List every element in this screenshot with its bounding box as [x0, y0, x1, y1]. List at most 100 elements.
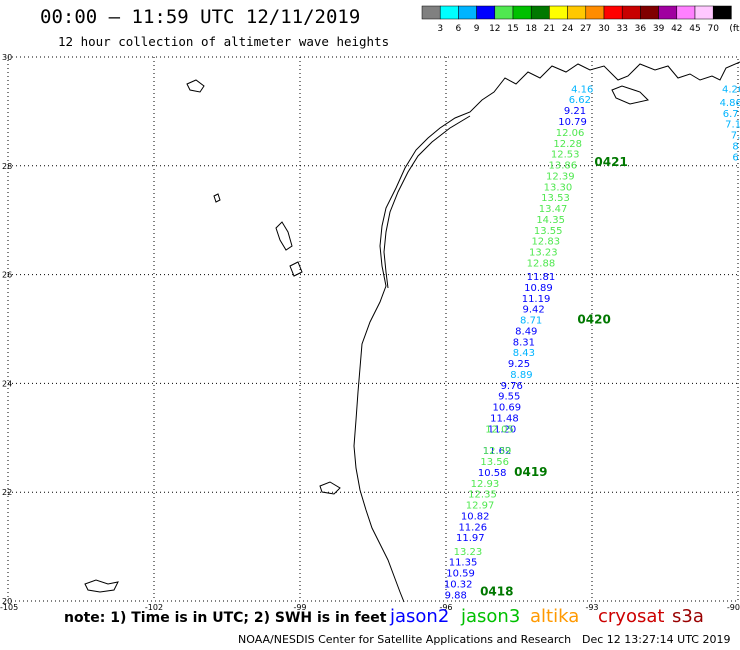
- scale-label: 6: [456, 24, 462, 34]
- swh-value: 8.71: [520, 316, 542, 327]
- legend-jason3: jason3: [461, 606, 521, 627]
- swh-value: 13.23: [529, 248, 558, 259]
- swh-value: 12.39: [483, 446, 512, 457]
- swh-value: 9.25: [508, 359, 530, 370]
- scale-label: 15: [507, 24, 518, 34]
- swh-value: 12.83: [531, 237, 560, 248]
- pass-id: 0418: [480, 585, 513, 599]
- island-shape: [319, 481, 341, 495]
- island-shape: [186, 79, 205, 93]
- coastline-barrier: [383, 115, 471, 289]
- swh-value: 13.47: [539, 204, 568, 215]
- pass-id: 0420: [577, 313, 610, 327]
- scale-label: 12: [489, 24, 500, 34]
- lat-label: 28: [2, 162, 12, 171]
- swh-value: 12.93: [471, 479, 500, 490]
- swh-value-edge: 6.7: [723, 109, 739, 120]
- swh-value: 11.97: [456, 533, 485, 544]
- color-swatch: [712, 5, 732, 20]
- legend-jason2: jason2: [390, 606, 450, 627]
- lon-label: -99: [293, 603, 306, 612]
- swh-value: 13.55: [534, 226, 563, 237]
- island-shape: [289, 261, 303, 277]
- swh-value: 12.97: [466, 501, 495, 512]
- swh-value: 9.55: [498, 392, 520, 403]
- swh-value: 9.88: [445, 590, 467, 601]
- swh-value: 11.81: [527, 272, 556, 283]
- swh-value: 8.89: [510, 370, 532, 381]
- swh-value: 12.88: [527, 258, 556, 269]
- legend-s3a: s3a: [672, 606, 704, 627]
- swh-value: 13.86: [548, 161, 577, 172]
- island-shape: [611, 85, 649, 105]
- swh-value-edge: 4.86: [720, 98, 740, 109]
- swh-value: 8.49: [515, 326, 537, 337]
- island-shape: [84, 579, 119, 593]
- scale-label: 3: [437, 24, 443, 34]
- pass-labels: 0418 0419 0420 0421: [480, 155, 628, 599]
- swh-value-edge: 8: [732, 141, 738, 152]
- swh-value: 11.19: [522, 294, 551, 305]
- coastline: [353, 61, 740, 603]
- swh-value: 10.82: [461, 511, 490, 522]
- swh-value: 11.48: [490, 413, 519, 424]
- swh-value: 9.42: [522, 305, 544, 316]
- lon-label: -90: [727, 603, 740, 612]
- scale-unit: (ft): [729, 24, 740, 34]
- lon-label: -102: [145, 603, 163, 612]
- lat-label: 22: [2, 488, 12, 497]
- scale-label: 24: [562, 24, 574, 34]
- swh-value-edge: 7.1: [725, 120, 740, 131]
- swh-value: 9.21: [564, 106, 586, 117]
- scale-label: 21: [544, 24, 555, 34]
- swh-value: 12.06: [556, 128, 585, 139]
- swh-value: 10.58: [478, 468, 507, 479]
- swh-value: 10.79: [558, 117, 587, 128]
- pass-id: 0421: [594, 155, 627, 169]
- scale-label: 42: [671, 24, 682, 34]
- scale-label: 30: [598, 24, 610, 34]
- swh-value: 12.35: [468, 490, 497, 501]
- scale-label: 70: [707, 24, 719, 34]
- swh-labels: 9.8810.3210.5911.3511.9711.2610.8210.581…: [444, 84, 740, 601]
- page-title: 00:00 – 11:59 UTC 12/11/2019: [40, 6, 361, 28]
- scale-label: 9: [474, 24, 480, 34]
- lat-label: 24: [2, 379, 12, 388]
- scale-label: 39: [653, 24, 665, 34]
- credit-line: NOAA/NESDIS Center for Satellite Applica…: [238, 633, 572, 646]
- swh-value: 4.16: [571, 84, 593, 95]
- map-grid: [7, 56, 739, 602]
- footnote: note: 1) Time is in UTC; 2) SWH is in fe…: [64, 610, 387, 626]
- lat-label: 26: [2, 271, 12, 280]
- swh-value: 11.20: [488, 424, 517, 435]
- swh-value: 14.35: [536, 215, 565, 226]
- swh-value: 8.43: [513, 348, 535, 359]
- lat-label: 30: [2, 53, 12, 62]
- lon-label: -105: [0, 603, 18, 612]
- swh-value: 10.69: [493, 403, 522, 414]
- swh-value: 13.23: [454, 547, 483, 558]
- timestamp: Dec 12 13:27:14 UTC 2019: [582, 633, 731, 646]
- swh-value: 11.35: [449, 558, 478, 569]
- lat-label: 20: [2, 597, 12, 606]
- map-frame: [7, 56, 739, 602]
- island-shape: [213, 193, 221, 203]
- swh-value: 12.28: [553, 139, 582, 150]
- lon-label: -93: [585, 603, 598, 612]
- scale-label: 18: [525, 24, 537, 34]
- lon-label: -96: [439, 603, 452, 612]
- swh-value-edge: 6: [732, 152, 738, 163]
- swh-value: 11.26: [458, 522, 487, 533]
- axis-labels: 30 28 26 24 22 20-105 -102 -99 -96 -93 -90: [0, 53, 740, 612]
- swh-value: 12.05: [485, 424, 514, 435]
- legend-altika: altika: [530, 606, 580, 627]
- scale-label: 45: [689, 24, 700, 34]
- swh-value-edge: 7.: [731, 131, 740, 142]
- swh-value: 13.53: [541, 193, 570, 204]
- swh-value: 13.56: [480, 457, 509, 468]
- page-subtitle: 12 hour collection of altimeter wave hei…: [58, 34, 390, 49]
- pass-id: 0419: [514, 465, 547, 479]
- legend-cryosat: cryosat: [598, 606, 665, 627]
